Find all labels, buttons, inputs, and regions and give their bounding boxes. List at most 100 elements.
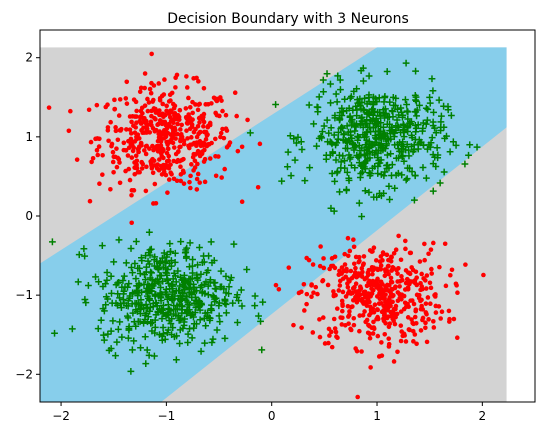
point bbox=[355, 394, 360, 400]
point bbox=[351, 164, 359, 172]
point bbox=[359, 349, 364, 354]
point bbox=[184, 120, 190, 126]
point bbox=[358, 213, 366, 220]
point bbox=[273, 282, 279, 288]
point bbox=[170, 269, 178, 277]
point bbox=[323, 70, 331, 78]
point bbox=[286, 265, 292, 270]
point bbox=[310, 120, 318, 128]
point bbox=[424, 339, 430, 345]
point bbox=[429, 160, 437, 167]
point bbox=[159, 172, 165, 177]
point bbox=[422, 257, 427, 263]
point bbox=[157, 294, 165, 302]
point bbox=[387, 321, 393, 326]
point bbox=[178, 144, 183, 150]
point bbox=[399, 296, 404, 302]
point bbox=[383, 299, 388, 304]
point bbox=[133, 153, 139, 159]
point bbox=[138, 288, 146, 296]
point bbox=[163, 253, 171, 261]
point bbox=[120, 290, 127, 298]
point bbox=[103, 276, 111, 284]
point bbox=[187, 104, 193, 110]
point bbox=[293, 139, 300, 147]
point bbox=[420, 315, 426, 321]
point bbox=[372, 302, 378, 308]
point bbox=[131, 123, 136, 129]
point bbox=[112, 106, 118, 112]
point bbox=[183, 253, 190, 260]
point bbox=[373, 258, 379, 263]
point bbox=[124, 79, 130, 85]
point bbox=[197, 180, 203, 185]
point bbox=[390, 299, 395, 305]
point bbox=[408, 168, 416, 176]
point bbox=[115, 155, 121, 161]
point bbox=[357, 162, 365, 169]
point bbox=[437, 123, 445, 131]
point bbox=[131, 260, 139, 267]
point bbox=[113, 338, 121, 346]
point bbox=[179, 122, 185, 128]
point bbox=[375, 333, 381, 339]
point bbox=[146, 307, 154, 315]
point bbox=[317, 133, 325, 140]
point bbox=[207, 122, 213, 128]
point bbox=[129, 290, 137, 297]
point bbox=[393, 247, 399, 253]
point bbox=[246, 129, 254, 137]
point bbox=[416, 139, 424, 147]
point bbox=[158, 305, 165, 313]
point bbox=[337, 86, 344, 93]
point bbox=[97, 181, 102, 187]
point bbox=[104, 295, 112, 303]
point bbox=[320, 88, 327, 96]
point bbox=[411, 196, 418, 204]
point bbox=[188, 185, 193, 191]
point bbox=[127, 367, 135, 375]
point bbox=[370, 93, 377, 101]
point bbox=[132, 139, 138, 144]
point bbox=[150, 156, 155, 162]
point bbox=[201, 339, 209, 347]
point bbox=[159, 166, 164, 171]
point bbox=[111, 169, 116, 175]
point bbox=[161, 147, 166, 153]
point bbox=[184, 301, 192, 308]
point bbox=[329, 329, 334, 335]
point bbox=[374, 170, 382, 177]
point bbox=[379, 287, 385, 292]
point bbox=[353, 85, 360, 93]
point bbox=[181, 277, 188, 284]
point bbox=[346, 314, 351, 319]
point bbox=[342, 251, 348, 257]
point bbox=[359, 266, 365, 271]
point bbox=[189, 256, 197, 263]
point bbox=[203, 102, 209, 107]
point bbox=[229, 299, 237, 307]
point bbox=[406, 278, 412, 284]
point bbox=[155, 162, 160, 167]
point bbox=[388, 107, 396, 115]
point bbox=[118, 283, 126, 291]
point bbox=[340, 308, 345, 314]
point bbox=[315, 93, 323, 101]
point bbox=[393, 116, 401, 124]
point bbox=[473, 143, 481, 151]
point bbox=[339, 298, 345, 304]
point bbox=[391, 359, 397, 364]
point bbox=[371, 151, 379, 159]
point bbox=[373, 98, 381, 106]
point bbox=[123, 148, 129, 153]
point bbox=[198, 282, 205, 289]
point bbox=[201, 124, 206, 129]
point bbox=[193, 320, 200, 328]
point bbox=[184, 85, 190, 90]
point bbox=[341, 95, 349, 103]
point bbox=[113, 125, 118, 130]
point bbox=[369, 291, 375, 296]
point bbox=[390, 293, 395, 299]
point bbox=[466, 141, 474, 149]
point bbox=[349, 139, 357, 147]
